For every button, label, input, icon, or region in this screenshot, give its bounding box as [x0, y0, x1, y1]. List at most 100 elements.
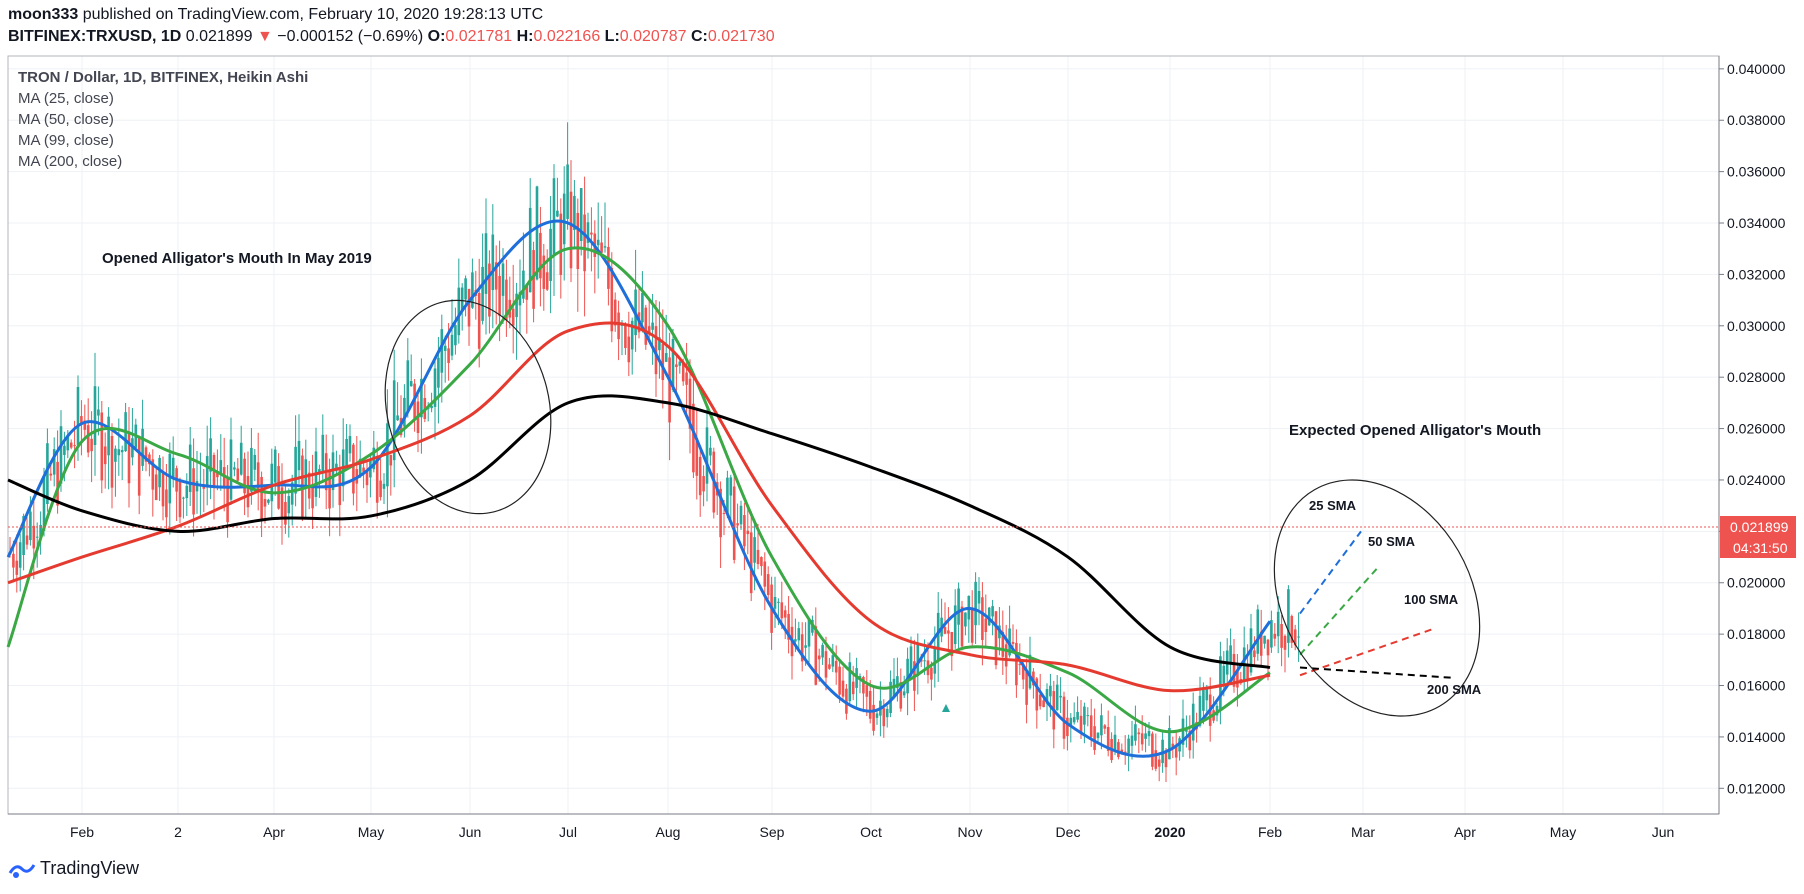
- proj-100-sma: [1299, 628, 1434, 677]
- candle-body: [953, 605, 957, 645]
- candle-body: [481, 266, 484, 321]
- y-tick-label: 0.034000: [1727, 215, 1786, 231]
- open-value: 0.021781: [445, 28, 513, 45]
- ma200-line: [7, 394, 1271, 670]
- candle-body: [280, 487, 284, 517]
- legend-ma99[interactable]: MA (99, close): [18, 132, 114, 149]
- candle-body: [273, 449, 277, 483]
- candle-body: [287, 496, 291, 514]
- candle-body: [348, 436, 352, 454]
- candle-body: [647, 326, 651, 334]
- candle-body: [1035, 678, 1039, 711]
- candle-body: [32, 525, 36, 549]
- candle-body: [1253, 650, 1256, 658]
- candle-body: [831, 655, 835, 667]
- candle-body: [1219, 656, 1222, 711]
- candle-body: [1266, 639, 1270, 656]
- candle-body: [732, 486, 736, 560]
- price-axis: 0.012000 0.014000 0.016000 0.018000 0.020000…: [1719, 61, 1786, 796]
- candle-body: [1215, 705, 1219, 716]
- candle-body: [1229, 645, 1232, 663]
- candle-body: [1144, 733, 1147, 739]
- candle-body: [1273, 633, 1277, 639]
- candle-body: [794, 639, 797, 642]
- close-label: C:: [690, 28, 708, 45]
- symbol[interactable]: BITFINEX:TRXUSD, 1D: [8, 28, 182, 45]
- candle-body: [559, 213, 563, 275]
- candle-body: [1103, 725, 1107, 729]
- marker-triangle: [942, 704, 950, 712]
- candle-body: [488, 263, 491, 317]
- label-200-sma: 200 SMA: [1427, 682, 1482, 697]
- candle-body: [365, 469, 369, 486]
- candle-body: [226, 477, 229, 523]
- candle-body: [675, 364, 678, 368]
- author[interactable]: moon333: [8, 6, 79, 23]
- candle-body: [549, 228, 552, 281]
- y-tick-label: 0.012000: [1727, 780, 1786, 796]
- legend-ma25[interactable]: MA (25, close): [18, 90, 114, 107]
- annotation-left: Opened Alligator's Mouth In May 2019: [102, 250, 372, 267]
- candle-body: [195, 481, 199, 492]
- candle-body: [338, 467, 342, 506]
- x-tick-label: Nov: [958, 824, 983, 840]
- candle-body: [93, 386, 97, 445]
- candle-body: [641, 292, 644, 323]
- candle-body: [83, 420, 87, 430]
- legend-ma200[interactable]: MA (200, close): [18, 153, 122, 170]
- candle-body: [1001, 631, 1005, 657]
- candle-body: [984, 618, 988, 633]
- candle-body: [753, 537, 756, 563]
- candle-body: [624, 325, 627, 349]
- candle-body: [52, 449, 56, 475]
- candle-body: [1236, 670, 1239, 688]
- tradingview-logo[interactable]: TradingView: [8, 858, 139, 879]
- candle-body: [1059, 695, 1062, 698]
- candle-body: [763, 561, 767, 587]
- candle-body: [137, 436, 141, 496]
- candle-body: [702, 476, 705, 492]
- candle-body: [610, 267, 614, 332]
- candle-body: [457, 287, 461, 336]
- candle-body: [804, 645, 807, 648]
- candle-body: [158, 457, 161, 488]
- price-badge: [1720, 516, 1796, 538]
- candle-body: [1055, 684, 1059, 711]
- candle-body: [1205, 688, 1209, 701]
- candle-body: [15, 560, 19, 575]
- candle-body: [168, 453, 172, 504]
- y-tick-label: 0.030000: [1727, 318, 1786, 334]
- candle-body: [253, 454, 257, 470]
- candle-body: [627, 336, 631, 363]
- candle-body: [484, 233, 488, 294]
- price-badge-text: 0.021899: [1730, 519, 1789, 535]
- candle-body: [420, 378, 423, 418]
- y-tick-label: 0.032000: [1727, 266, 1786, 282]
- candle-body: [35, 536, 39, 538]
- candle-body: [1021, 664, 1025, 680]
- x-tick-label: Feb: [1258, 824, 1282, 840]
- candle-body: [848, 662, 852, 702]
- candle-body: [450, 334, 454, 356]
- candle-body: [464, 278, 467, 300]
- candle-body: [511, 308, 515, 326]
- legend-title[interactable]: TRON / Dollar, 1D, BITFINEX, Heikin Ashi: [18, 69, 308, 86]
- candle-body: [525, 284, 529, 300]
- candle-body: [1100, 715, 1103, 736]
- candle-body: [1171, 743, 1175, 748]
- candle-body: [947, 630, 950, 634]
- candle-body: [154, 474, 158, 501]
- candle-body: [522, 270, 525, 299]
- candle-body: [1263, 635, 1266, 644]
- candle-body: [658, 337, 661, 351]
- legend-ma50[interactable]: MA (50, close): [18, 111, 114, 128]
- candle-body: [117, 449, 121, 456]
- candle-body: [46, 443, 49, 505]
- candle-body: [902, 691, 906, 696]
- candle-body: [260, 476, 263, 522]
- candle-body: [304, 459, 308, 487]
- candle-body: [379, 480, 382, 498]
- candle-body: [590, 232, 593, 235]
- candle-body: [297, 440, 301, 471]
